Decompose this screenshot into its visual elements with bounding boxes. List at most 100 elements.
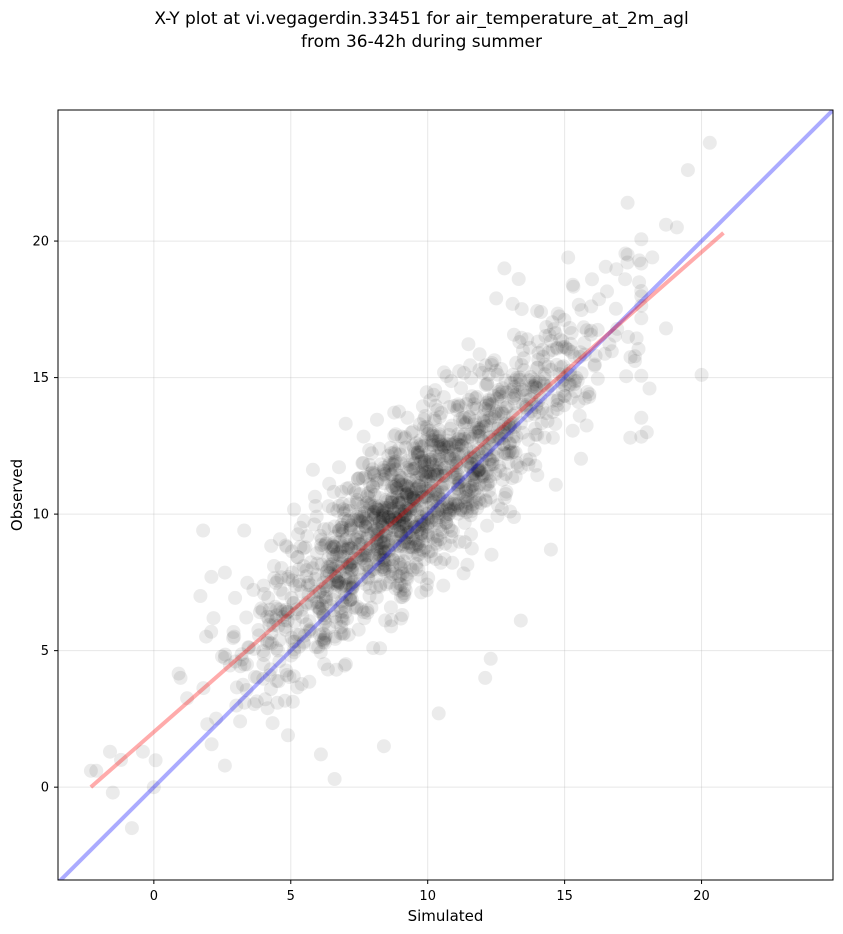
data-point <box>413 445 427 460</box>
data-point <box>391 473 406 488</box>
data-point <box>280 604 295 619</box>
data-point <box>557 340 572 354</box>
data-point <box>285 634 300 649</box>
data-point <box>339 565 354 580</box>
data-point <box>634 410 649 425</box>
data-point <box>531 345 546 360</box>
data-point <box>548 477 563 492</box>
data-point <box>299 563 314 578</box>
data-point <box>439 465 454 480</box>
data-point <box>563 377 578 392</box>
data-point <box>495 424 510 439</box>
data-point <box>471 463 485 478</box>
data-point <box>480 377 495 392</box>
data-point <box>331 575 346 590</box>
data-point <box>421 474 436 489</box>
data-point <box>407 456 422 471</box>
data-point <box>362 564 377 579</box>
data-point <box>392 404 406 419</box>
data-point <box>377 541 392 556</box>
data-point <box>171 666 186 681</box>
data-point <box>406 462 421 477</box>
data-point <box>327 629 342 644</box>
x-tick-label: 0 <box>150 889 158 904</box>
data-point <box>456 446 471 461</box>
data-point <box>484 411 499 426</box>
x-tick-label: 20 <box>693 889 710 904</box>
data-point <box>383 538 398 553</box>
data-point <box>456 490 471 505</box>
data-point <box>357 553 372 568</box>
data-point <box>417 453 432 468</box>
data-point <box>392 509 407 524</box>
data-point <box>303 555 318 570</box>
data-point <box>391 509 406 524</box>
data-point <box>376 544 391 559</box>
data-point <box>359 548 374 563</box>
data-point <box>402 489 417 504</box>
data-point <box>490 509 505 523</box>
data-point <box>515 343 530 358</box>
data-point <box>284 648 299 663</box>
data-point <box>400 572 415 586</box>
data-point <box>408 482 423 497</box>
data-point <box>401 481 416 496</box>
data-point <box>331 563 346 578</box>
data-point <box>291 527 306 542</box>
data-point <box>432 427 447 442</box>
data-point <box>439 511 454 526</box>
data-point <box>329 558 344 573</box>
data-point <box>432 440 447 455</box>
data-point <box>294 677 309 691</box>
data-point <box>437 365 451 380</box>
data-point <box>522 340 537 355</box>
data-point <box>397 517 412 532</box>
data-point <box>486 388 501 403</box>
data-point <box>378 492 393 507</box>
data-point <box>439 515 454 530</box>
data-point <box>318 631 333 646</box>
data-point <box>478 378 493 393</box>
data-point <box>353 548 368 563</box>
data-point <box>505 382 520 397</box>
data-point <box>506 391 521 406</box>
data-point <box>325 538 340 553</box>
data-point <box>343 592 358 607</box>
data-point <box>369 475 384 490</box>
data-point <box>403 503 418 518</box>
data-point <box>483 429 498 444</box>
data-point <box>408 539 423 554</box>
data-point <box>509 429 524 444</box>
data-point <box>493 426 508 441</box>
data-point <box>295 610 310 624</box>
data-point <box>370 538 385 553</box>
data-point <box>323 560 337 575</box>
data-point <box>585 272 599 287</box>
data-point <box>413 466 428 481</box>
data-point <box>323 598 338 613</box>
data-point <box>103 744 117 759</box>
data-point <box>403 560 418 575</box>
data-point <box>497 420 511 435</box>
data-point <box>327 519 342 534</box>
data-point <box>278 622 293 637</box>
data-point <box>451 432 466 446</box>
fit-lines <box>58 110 833 880</box>
data-point <box>410 536 425 551</box>
data-point <box>492 459 507 474</box>
data-point <box>371 525 385 540</box>
data-point <box>358 551 373 566</box>
data-point <box>398 430 413 445</box>
data-point <box>319 569 334 584</box>
data-point <box>515 383 530 398</box>
data-point <box>419 469 434 484</box>
data-point <box>269 673 284 688</box>
data-point <box>444 374 459 389</box>
data-point <box>486 457 501 471</box>
data-point <box>413 509 428 524</box>
data-point <box>419 385 434 400</box>
data-point <box>373 533 388 548</box>
data-point <box>540 382 555 397</box>
data-point <box>376 511 391 526</box>
data-point <box>607 328 622 343</box>
